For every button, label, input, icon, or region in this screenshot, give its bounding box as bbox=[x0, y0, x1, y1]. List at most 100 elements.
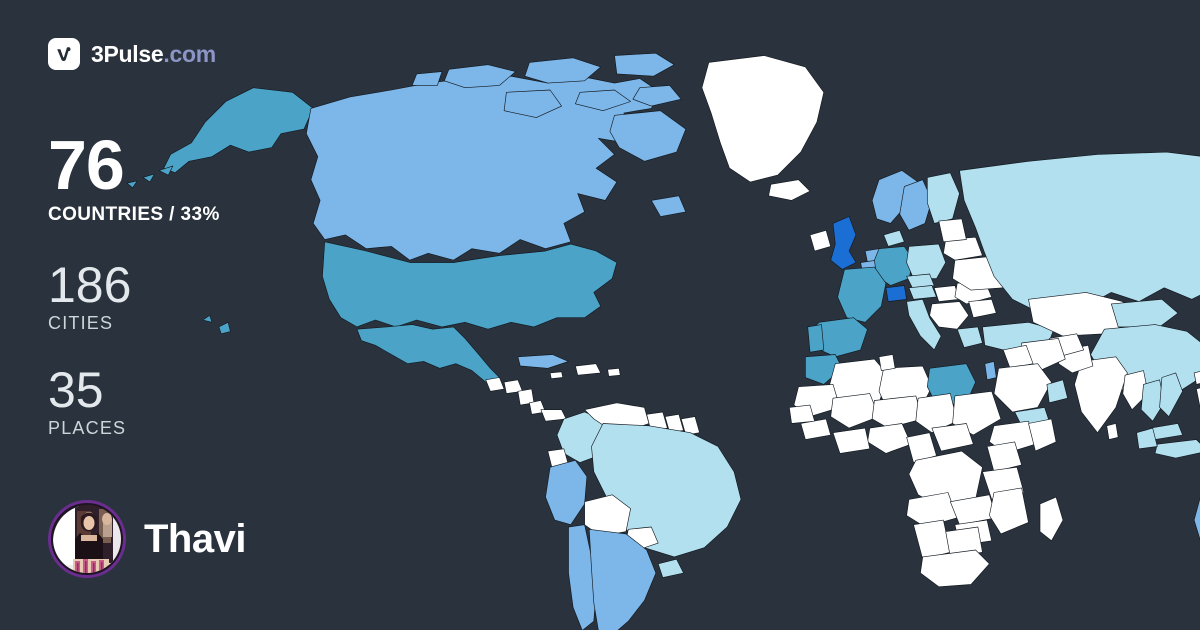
country-iceland bbox=[768, 179, 811, 201]
country-panama bbox=[540, 409, 567, 422]
country-france bbox=[837, 266, 887, 323]
country-hawaii-2 bbox=[218, 321, 231, 335]
country-canada-nfl bbox=[650, 195, 687, 217]
country-greenland bbox=[701, 55, 825, 183]
stat-places-value: 35 bbox=[48, 362, 104, 418]
country-cuba bbox=[517, 354, 569, 369]
country-mongolia bbox=[1110, 298, 1179, 328]
avatar-photo bbox=[53, 505, 121, 573]
country-brazil bbox=[591, 423, 742, 558]
country-iraq bbox=[1002, 344, 1034, 369]
country-portugal bbox=[807, 324, 825, 353]
country-canada-arctic-2 bbox=[524, 57, 602, 84]
country-canada-arctic-3 bbox=[411, 71, 443, 86]
country-canada-arctic-6 bbox=[632, 85, 682, 107]
country-madagascar bbox=[1039, 496, 1064, 542]
country-sri-lanka bbox=[1106, 423, 1119, 440]
country-cameroon bbox=[906, 432, 937, 463]
country-bulgaria bbox=[968, 298, 997, 319]
country-sweden bbox=[899, 179, 933, 231]
stats-overlay-panel: 3Pulse.com 76 COUNTRIES / 33% 186 CITIES… bbox=[0, 0, 330, 630]
stat-places-label: PLACES bbox=[48, 418, 127, 438]
country-indonesia-1 bbox=[1154, 439, 1200, 459]
country-south-africa bbox=[920, 549, 990, 588]
country-saudi-arabia bbox=[993, 363, 1052, 413]
country-aleutians-2 bbox=[142, 173, 155, 183]
stat-countries-label: COUNTRIES / 33% bbox=[48, 204, 220, 226]
country-italy bbox=[906, 298, 942, 351]
stat-cities: 186 CITIES bbox=[48, 257, 132, 334]
country-taiwan bbox=[1193, 371, 1200, 385]
country-aleutians-1 bbox=[158, 165, 174, 176]
country-canada-baffin bbox=[609, 110, 687, 162]
country-jamaica bbox=[549, 371, 564, 379]
country-balkans bbox=[929, 301, 970, 330]
stat-cities-label: CITIES bbox=[48, 313, 114, 333]
country-mexico bbox=[356, 324, 500, 383]
country-india bbox=[1074, 356, 1128, 434]
country-aleutians-3 bbox=[126, 180, 138, 189]
brand-name: 3Pulse bbox=[91, 40, 164, 67]
country-united-kingdom bbox=[830, 216, 857, 270]
country-hawaii bbox=[202, 315, 213, 323]
avatar[interactable] bbox=[48, 500, 126, 578]
country-botswana bbox=[945, 526, 983, 558]
country-hispaniola bbox=[575, 363, 602, 376]
country-alaska bbox=[163, 87, 314, 174]
user-identity-row[interactable]: Thavi bbox=[48, 500, 246, 578]
brand-logo[interactable]: 3Pulse.com bbox=[48, 38, 216, 70]
stat-places: 35 PLACES bbox=[48, 362, 127, 439]
country-austria bbox=[908, 285, 937, 300]
brand-wordmark: 3Pulse.com bbox=[91, 40, 216, 67]
country-israel bbox=[984, 361, 997, 381]
country-canada-arctic-1 bbox=[443, 64, 516, 89]
country-oman bbox=[1046, 379, 1068, 404]
country-switzerland bbox=[885, 285, 907, 302]
country-namibia bbox=[913, 519, 951, 560]
pulse-check-logo-icon bbox=[48, 38, 80, 70]
country-mozambique bbox=[989, 487, 1029, 535]
country-poland bbox=[906, 243, 947, 279]
country-germany bbox=[874, 246, 914, 286]
country-russia bbox=[959, 151, 1200, 312]
country-guinea bbox=[800, 418, 832, 440]
country-canada-arctic-5 bbox=[575, 89, 631, 112]
country-australia bbox=[1193, 497, 1200, 541]
stat-countries: 76 COUNTRIES / 33% bbox=[48, 126, 220, 226]
brand-tld: .com bbox=[163, 40, 216, 67]
country-senegal bbox=[788, 404, 815, 424]
country-greece bbox=[956, 326, 983, 348]
country-chile bbox=[568, 524, 597, 630]
country-uruguay bbox=[657, 558, 684, 578]
country-suriname bbox=[664, 413, 684, 434]
country-somalia bbox=[1028, 418, 1057, 452]
country-peru bbox=[545, 459, 588, 526]
country-united-states bbox=[322, 241, 618, 330]
country-kenya bbox=[986, 441, 1022, 473]
country-puerto-rico bbox=[607, 367, 621, 377]
country-baltics bbox=[938, 218, 967, 243]
username: Thavi bbox=[144, 517, 246, 561]
country-norway bbox=[871, 170, 919, 224]
stat-countries-value: 76 bbox=[48, 126, 125, 204]
country-tunisia bbox=[878, 354, 896, 371]
country-finland bbox=[926, 172, 960, 224]
country-guatemala bbox=[485, 377, 505, 392]
country-ireland bbox=[809, 229, 832, 252]
map-countries bbox=[126, 52, 1200, 630]
country-indonesia-3 bbox=[1136, 427, 1158, 450]
world-choropleth-map bbox=[126, 52, 1200, 630]
country-argentina bbox=[588, 528, 657, 630]
country-mali bbox=[830, 393, 880, 429]
country-car bbox=[931, 423, 974, 452]
stat-cities-value: 186 bbox=[48, 257, 132, 313]
country-nigeria bbox=[867, 423, 912, 454]
country-belarus bbox=[943, 236, 983, 261]
country-fr-guiana bbox=[680, 416, 700, 436]
country-vietnam bbox=[1159, 372, 1183, 417]
country-canada-victoria bbox=[503, 89, 562, 118]
country-denmark bbox=[883, 229, 905, 247]
country-philippines bbox=[1196, 387, 1200, 409]
